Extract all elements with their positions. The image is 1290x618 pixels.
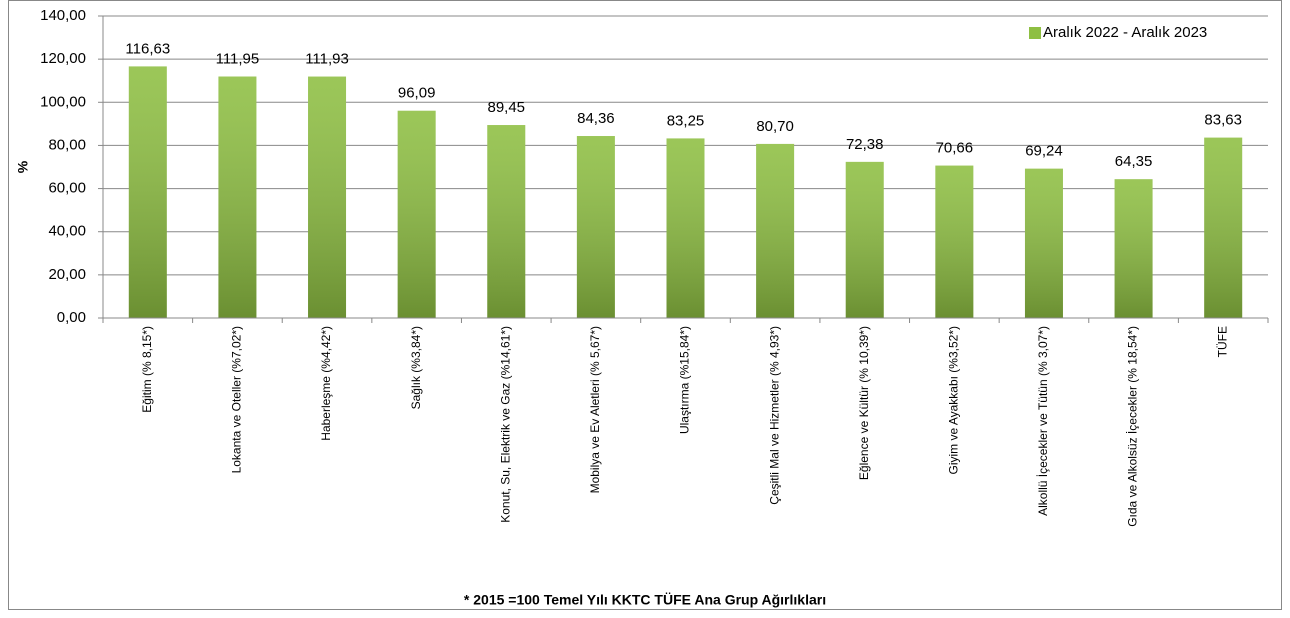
data-label: 80,70 [756, 118, 794, 135]
x-tick-label: Mobilya ve Ev Aletleri (% 5,67*) [588, 326, 602, 493]
legend-swatch [1029, 27, 1041, 39]
bar-shade [1204, 137, 1243, 318]
data-label: 70,66 [936, 140, 974, 157]
data-label: 116,63 [125, 40, 170, 57]
chart-frame [8, 0, 1282, 610]
data-label: 64,35 [1115, 153, 1153, 170]
bar-shade [128, 66, 167, 318]
x-tick-label: Eğlence ve Kültür (% 10,39*) [857, 326, 871, 480]
y-tick-label: 60,00 [48, 180, 86, 197]
x-tick-label: Eğitim (% 8,15*) [140, 326, 154, 413]
data-label: 96,09 [398, 85, 436, 102]
data-label: 69,24 [1025, 143, 1063, 160]
x-tick-label: Lokanta ve Oteller (%7,02*) [230, 326, 244, 473]
data-label: 72,38 [846, 136, 884, 153]
x-tick-label: Ulaştırma (%15,84*) [678, 326, 692, 434]
x-tick-label: Haberleşme (%4,42*) [319, 326, 333, 441]
x-tick-label: Sağlık (%3,84*) [409, 326, 423, 409]
x-tick-label: Konut, Su, Elektrik ve Gaz (%14,61*) [498, 326, 512, 523]
data-label: 89,45 [487, 99, 525, 116]
y-tick-label: 100,00 [40, 93, 86, 110]
bar-shade [1114, 179, 1153, 318]
bar-shade [935, 165, 974, 318]
bar-shade [666, 138, 705, 318]
bar-shade [397, 110, 436, 318]
bar-shade [1024, 168, 1063, 318]
footnote: * 2015 =100 Temel Yılı KKTC TÜFE Ana Gru… [464, 592, 826, 608]
y-tick-label: 80,00 [48, 136, 86, 153]
data-label: 84,36 [577, 110, 615, 127]
x-tick-label: Gıda ve Alkolsüz İçecekler (% 18,54*) [1126, 326, 1140, 527]
bar-shade [845, 161, 884, 318]
x-tick-label: Alkollü İçecekler ve Tütün (% 3,07*) [1036, 326, 1050, 516]
y-tick-label: 0,00 [57, 309, 86, 326]
x-tick-label: Çeşitli Mal ve Hizmetler (% 4,93*) [767, 326, 781, 505]
y-tick-label: 20,00 [48, 266, 86, 283]
y-tick-label: 140,00 [40, 7, 86, 24]
data-label: 111,95 [216, 50, 260, 67]
bar-shade [308, 76, 347, 319]
bar-shade [756, 143, 795, 318]
bar-shade [576, 136, 615, 318]
legend-label: Aralık 2022 - Aralık 2023 [1043, 24, 1207, 41]
bar-shade [218, 76, 257, 318]
y-tick-label: 40,00 [48, 223, 86, 240]
data-label: 83,25 [667, 112, 705, 129]
bar-shade [487, 125, 526, 318]
data-label: 83,63 [1204, 112, 1242, 129]
y-tick-label: 120,00 [40, 50, 86, 67]
data-label: 111,93 [305, 51, 349, 68]
x-tick-label: Giyim ve Ayakkabı (%3,52*) [947, 326, 961, 475]
x-tick-label: TÜFE [1215, 326, 1229, 357]
y-axis-label: % [15, 160, 31, 173]
